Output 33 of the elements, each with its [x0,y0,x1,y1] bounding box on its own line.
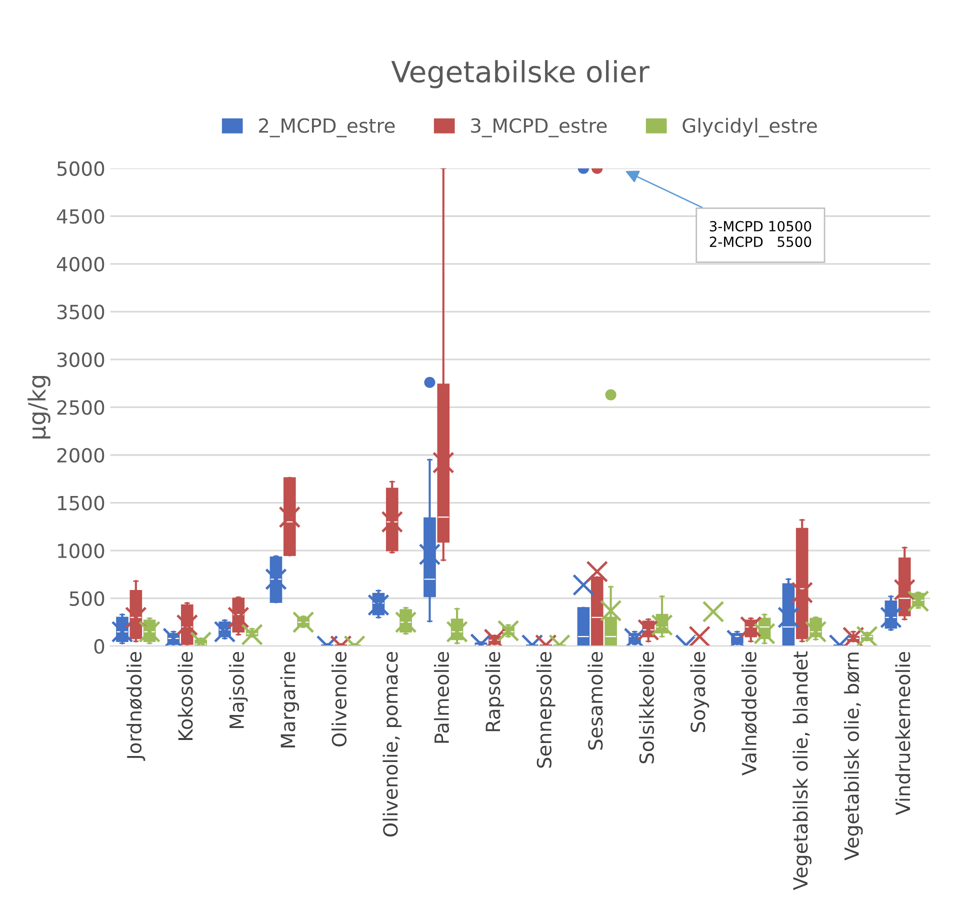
x-tick-label: Soyaolie [690,652,710,732]
y-tick-label: 500 [70,591,104,606]
y-tick-label: 1000 [58,544,104,558]
y-tick-label: 2500 [57,400,104,415]
x-tick-label: Olivenolie [331,652,347,746]
y-tick-label: 4500 [56,209,104,224]
x-tick-label: Kokosolie [178,652,193,740]
y-tick-label: 3000 [57,352,104,368]
x-tick-label: Vegetabilsk olie, blandet [792,651,812,890]
x-tick-label: Margarine [280,652,300,748]
annotation: 3-MCPD 10500 2-MCPD 5500 [710,220,812,248]
y-tick-label: 3500 [57,304,104,320]
x-tick-label: Majsolie [228,652,248,728]
x-tick-label: Jordnødolie [126,652,146,761]
x-tick-label: Olivenolie, pomace [382,652,402,837]
x-tick-label: Valnøddeolie [741,652,758,776]
legend-label: Glycidyl_estre [682,118,817,138]
legend-label: 2_MCPD_estre [259,118,395,138]
legend-label: 3_MCPD_estre [471,118,607,138]
y-tick-label: 2000 [57,448,104,463]
x-tick-label: Vindruekerneolie [895,652,910,816]
x-tick-label: Sennepsolie [536,652,556,768]
y-tick-label: 1500 [58,496,104,510]
x-tick-label: Vegetabilsk olie, børn [844,652,863,860]
x-tick-label: Sesamolie [588,652,603,750]
y-tick-label: 5000 [57,161,104,176]
x-tick-label: Solsikkeolie [638,652,654,764]
chart-title: Vegetabilske olier [391,60,650,88]
x-tick-label: Palmeolie [434,652,450,743]
y-tick-label: 4000 [56,256,104,272]
y-tick-label: 0 [94,639,104,654]
x-tick-label: Rapsolie [485,652,504,732]
y-axis-title: µg/kg [28,376,50,439]
